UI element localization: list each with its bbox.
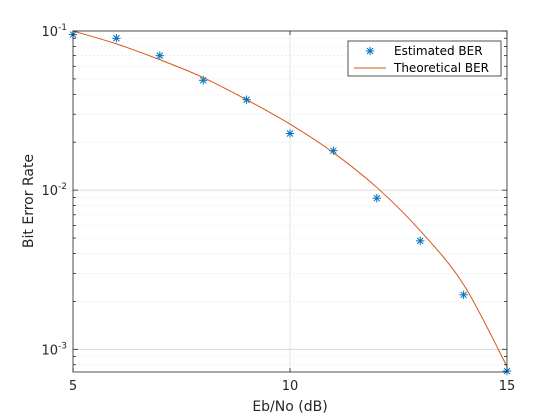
legend-label-theoretical: Theoretical BER [393,61,489,75]
y-tick-label: 10-3 [41,341,67,358]
data-point-estimated-ber [242,95,251,104]
asterisk-stroke [156,52,164,60]
y-tick-exponent: -3 [58,341,67,351]
y-tick-label: 10-2 [41,182,67,199]
data-point-estimated-ber [329,146,338,155]
legend-label-estimated: Estimated BER [394,44,483,58]
legend-box [347,40,502,77]
x-tick-label: 10 [282,379,299,394]
legend-asterisk [365,46,375,56]
y-tick-label: 10-1 [41,23,67,40]
asterisk-stroke [416,237,424,245]
asterisk-stroke [286,130,294,137]
legend-marker-estimated [365,46,375,56]
data-point-estimated-ber [199,76,208,85]
data-point-estimated-ber [372,194,381,203]
ticks [72,30,508,372]
asterisk-stroke [366,47,374,55]
y-tick-exponent: -2 [58,182,67,192]
asterisk-stroke [199,76,207,84]
y-tick-base: 10 [41,25,58,40]
asterisk-stroke [243,96,250,104]
data-point-estimated-ber [459,290,468,299]
asterisk-stroke [330,147,337,155]
data-point-estimated-ber [155,51,164,60]
data-point-estimated-ber [285,129,295,138]
data-point-estimated-ber [112,34,121,43]
asterisk-stroke [373,194,381,202]
legend: Estimated BER Theoretical BER [347,40,502,77]
y-tick-base: 10 [41,184,58,199]
asterisk-stroke [460,291,467,299]
asterisk-stroke [113,34,120,42]
data-point-estimated-ber [416,236,425,246]
y-tick-base: 10 [41,343,58,358]
x-tick-label: 5 [69,379,77,394]
series-line-theoretical-ber [72,30,508,367]
x-tick-label: 15 [499,379,516,394]
y-tick-exponent: -1 [58,23,67,33]
x-axis-label: Eb/No (dB) [252,399,327,415]
y-axis-label: Bit Error Rate [21,154,37,248]
